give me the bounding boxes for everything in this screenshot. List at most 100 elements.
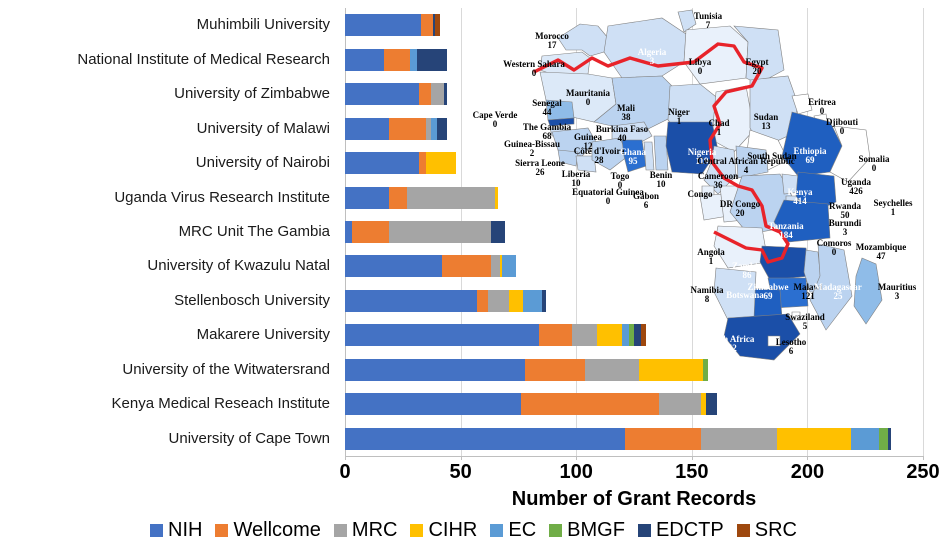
- map-country-name: Zimbabwe: [747, 282, 789, 292]
- bar-segment-edctp[interactable]: [634, 324, 641, 347]
- bar-segment-nih[interactable]: [345, 83, 419, 106]
- map-country-value: 10: [571, 178, 581, 189]
- bar-segment-nih[interactable]: [345, 117, 389, 140]
- bar-row[interactable]: [345, 117, 447, 140]
- map-country-value: 69: [805, 155, 815, 166]
- map-country-value: 25: [833, 291, 843, 302]
- bar-segment-ec[interactable]: [523, 289, 542, 312]
- bar-segment-mrc[interactable]: [585, 358, 639, 381]
- legend-item-ec[interactable]: EC: [490, 520, 536, 540]
- map-country-value: 44: [542, 107, 552, 118]
- bar-segment-wellcome[interactable]: [388, 117, 426, 140]
- bar-segment-wellcome[interactable]: [418, 152, 426, 175]
- bar-row[interactable]: [345, 152, 456, 175]
- bar-segment-nih[interactable]: [345, 289, 477, 312]
- bar-row[interactable]: [345, 324, 646, 347]
- bar-row[interactable]: [345, 393, 718, 416]
- bar-segment-wellcome[interactable]: [476, 289, 489, 312]
- bar-segment-nih[interactable]: [345, 186, 389, 209]
- bar-segment-mrc[interactable]: [659, 393, 702, 416]
- bar-row[interactable]: [345, 289, 547, 312]
- bar-segment-bmgf[interactable]: [629, 324, 634, 347]
- legend-item-mrc[interactable]: MRC: [333, 520, 397, 540]
- legend-item-src[interactable]: SRC: [736, 520, 797, 540]
- map-country-value: 0: [492, 119, 498, 130]
- bar-segment-nih[interactable]: [345, 221, 352, 243]
- bar-segment-nih[interactable]: [345, 152, 419, 175]
- bar-segment-nih[interactable]: [345, 48, 385, 71]
- bar-segment-wellcome[interactable]: [388, 186, 408, 209]
- legend-item-cihr[interactable]: CIHR: [410, 520, 477, 540]
- bar-segment-mrc[interactable]: [430, 83, 445, 106]
- bar-row[interactable]: [345, 48, 447, 71]
- bar-segment-wellcome[interactable]: [421, 14, 433, 37]
- bar-segment-mrc[interactable]: [407, 186, 496, 209]
- bar-segment-cihr[interactable]: [509, 289, 523, 312]
- bar-segment-ec[interactable]: [502, 255, 517, 278]
- bar-segment-cihr[interactable]: [638, 358, 704, 381]
- bar-segment-wellcome[interactable]: [418, 83, 431, 106]
- bar-segment-nih[interactable]: [345, 255, 443, 278]
- bar-segment-cihr[interactable]: [701, 393, 706, 416]
- bar-segment-wellcome[interactable]: [384, 48, 410, 71]
- legend-item-bmgf[interactable]: BMGF: [549, 520, 625, 540]
- bar-segment-cihr[interactable]: [495, 186, 498, 209]
- bar-segment-mrc[interactable]: [571, 324, 597, 347]
- bar-segment-mrc[interactable]: [490, 255, 500, 278]
- bar-row[interactable]: [345, 186, 498, 209]
- bar-segment-ec[interactable]: [622, 324, 630, 347]
- bar-row[interactable]: [345, 221, 505, 243]
- bar-segment-ec[interactable]: [409, 48, 417, 71]
- bar-segment-edctp[interactable]: [416, 48, 447, 71]
- bar-segment-cihr[interactable]: [597, 324, 623, 347]
- bar-row[interactable]: [345, 358, 708, 381]
- bar-segment-mrc[interactable]: [388, 221, 491, 243]
- bar-row[interactable]: [345, 83, 447, 106]
- bar-segment-src[interactable]: [435, 14, 440, 37]
- bar-segment-edctp[interactable]: [437, 117, 447, 140]
- bar-segment-mrc[interactable]: [701, 427, 778, 450]
- bar-segment-edctp[interactable]: [705, 393, 718, 416]
- bar-segment-wellcome[interactable]: [520, 393, 660, 416]
- map-country-value: 20: [752, 66, 762, 77]
- bar-segment-mrc[interactable]: [488, 289, 510, 312]
- bar-segment-edctp[interactable]: [541, 289, 547, 312]
- bar-segment-edctp[interactable]: [444, 83, 447, 106]
- legend-item-edctp[interactable]: EDCTP: [637, 520, 724, 540]
- bar-segment-bmgf[interactable]: [879, 427, 889, 450]
- bar-segment-ec[interactable]: [430, 117, 438, 140]
- bar-segment-nih[interactable]: [345, 324, 540, 347]
- bar-segment-wellcome[interactable]: [624, 427, 702, 450]
- map-country-name: Mauritius: [877, 282, 917, 292]
- bar-segment-cihr[interactable]: [499, 255, 503, 278]
- bar-row[interactable]: [345, 427, 891, 450]
- bar-segment-nih[interactable]: [345, 14, 422, 37]
- bar-segment-edctp[interactable]: [432, 14, 436, 37]
- bar-segment-wellcome[interactable]: [525, 358, 586, 381]
- map-country-name: Mauritania: [566, 88, 610, 98]
- bar-segment-wellcome[interactable]: [539, 324, 572, 347]
- chart-legend: NIH Wellcome MRC CIHR EC BMGF EDCTP SRC: [0, 515, 947, 545]
- bar-segment-edctp[interactable]: [888, 427, 891, 450]
- bar-row[interactable]: [345, 255, 517, 278]
- bar-segment-nih[interactable]: [345, 358, 526, 381]
- bar-segment-edctp[interactable]: [490, 221, 505, 243]
- legend-item-wellcome[interactable]: Wellcome: [215, 520, 321, 540]
- legend-item-nih[interactable]: NIH: [150, 520, 202, 540]
- map-label-zimbabwe: Zimbabwe 69: [747, 282, 789, 302]
- map-country-name: Angola: [697, 247, 725, 257]
- bar-segment-wellcome[interactable]: [351, 221, 389, 243]
- bar-segment-src[interactable]: [640, 324, 646, 347]
- bar-segment-nih[interactable]: [345, 427, 625, 450]
- bar-row[interactable]: [345, 14, 440, 37]
- bar-segment-bmgf[interactable]: [703, 358, 708, 381]
- bar-segment-nih[interactable]: [345, 393, 521, 416]
- category-label: University of Zimbabwe: [174, 85, 330, 103]
- bar-segment-cihr[interactable]: [777, 427, 852, 450]
- x-tick-label: 200: [790, 461, 825, 483]
- bar-segment-cihr[interactable]: [425, 152, 456, 175]
- category-label: Stellenbosch University: [174, 291, 330, 309]
- bar-segment-wellcome[interactable]: [442, 255, 491, 278]
- bar-segment-ec[interactable]: [851, 427, 880, 450]
- bar-segment-mrc[interactable]: [425, 117, 431, 140]
